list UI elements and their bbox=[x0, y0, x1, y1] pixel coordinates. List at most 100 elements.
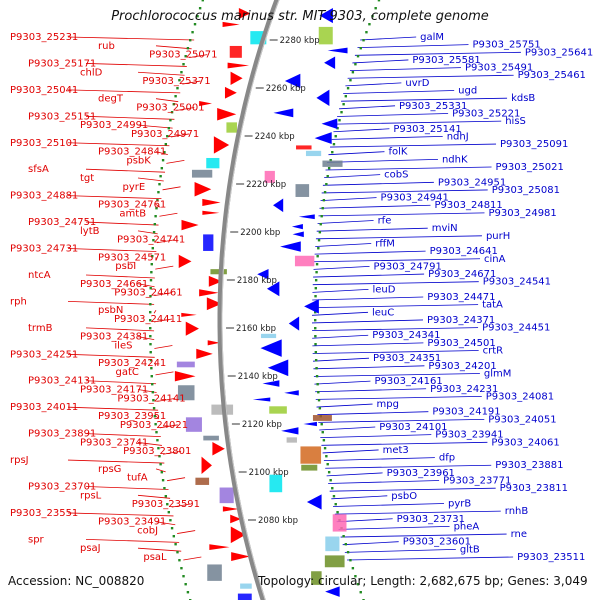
label-connector-line bbox=[85, 221, 159, 226]
gene-label: spr bbox=[28, 534, 45, 545]
gene-label: rne bbox=[511, 529, 527, 540]
label-connector-line bbox=[331, 136, 443, 140]
label-connector-line bbox=[155, 521, 176, 526]
gc-skew-dot bbox=[323, 191, 327, 194]
gc-skew-dot bbox=[315, 375, 319, 378]
gene-label: P9303_25041 bbox=[10, 85, 78, 96]
label-connector-line bbox=[183, 556, 202, 561]
reverse-strand-feature bbox=[260, 339, 282, 357]
gc-skew-dot bbox=[193, 23, 197, 26]
gene-label: P9303_25071 bbox=[149, 50, 217, 61]
forward-strand-feature bbox=[195, 477, 210, 485]
scale-tick-label: 2140 kbp bbox=[238, 372, 278, 382]
gc-skew-dot bbox=[342, 535, 345, 538]
gc-skew-dot bbox=[186, 591, 190, 594]
label-connector-line bbox=[156, 239, 176, 244]
label-connector-line bbox=[316, 227, 428, 232]
label-connector-line bbox=[154, 345, 173, 349]
gc-skew-dot bbox=[191, 31, 194, 34]
reverse-strand-feature bbox=[284, 73, 301, 89]
gc-skew-dot bbox=[159, 463, 162, 466]
label-connector-line bbox=[85, 380, 157, 385]
label-connector-line bbox=[155, 151, 168, 155]
gc-skew-dot bbox=[178, 79, 181, 82]
gc-skew-dot bbox=[150, 375, 153, 378]
gene-label: P9303_23491 bbox=[98, 517, 166, 528]
reverse-strand-feature bbox=[322, 160, 343, 167]
label-connector-line bbox=[162, 186, 181, 191]
gene-label: P9303_23771 bbox=[443, 476, 511, 487]
label-connector-line bbox=[347, 556, 514, 561]
label-connector-line bbox=[328, 151, 385, 156]
gene-label: P9303_24461 bbox=[114, 288, 182, 299]
reverse-strand-feature bbox=[292, 231, 304, 238]
gc-skew-dot bbox=[356, 583, 360, 586]
gene-label: P9303_25151 bbox=[28, 111, 96, 122]
gene-label: trmB bbox=[28, 323, 53, 334]
label-connector-line bbox=[318, 212, 485, 217]
label-connector-line bbox=[189, 54, 208, 59]
forward-strand-feature bbox=[229, 45, 242, 58]
label-connector-line bbox=[357, 44, 469, 49]
reverse-strand-feature bbox=[295, 184, 310, 197]
forward-strand-feature bbox=[202, 198, 221, 206]
label-connector-line bbox=[331, 495, 388, 500]
label-connector-line bbox=[311, 319, 424, 324]
gene-label: P9303_23701 bbox=[28, 481, 96, 492]
gene-label: ugd bbox=[458, 86, 477, 97]
reverse-strand-feature bbox=[319, 8, 333, 24]
label-connector-line bbox=[67, 406, 159, 411]
gc-skew-dot bbox=[172, 535, 176, 538]
gene-label: rpsG bbox=[98, 464, 121, 475]
label-connector-line bbox=[332, 503, 445, 507]
forward-strand-feature bbox=[176, 361, 195, 368]
label-connector-line bbox=[344, 548, 456, 553]
gc-skew-dot bbox=[186, 47, 190, 50]
reverse-strand-feature bbox=[262, 380, 280, 387]
gene-label: purH bbox=[486, 231, 510, 242]
gene-label: degT bbox=[98, 94, 124, 105]
scale-tick-label: 2240 kbp bbox=[255, 132, 295, 142]
forward-strand-feature bbox=[209, 544, 230, 550]
gc-skew-dot bbox=[150, 271, 153, 274]
gene-label: P9303_23741 bbox=[80, 437, 148, 448]
scale-tick-label: 2080 kbp bbox=[258, 516, 298, 526]
gene-label: P9303_24991 bbox=[80, 120, 148, 131]
label-connector-line bbox=[137, 283, 155, 288]
gene-label: galM bbox=[420, 32, 444, 43]
label-connector-line bbox=[314, 258, 481, 263]
forward-strand-feature bbox=[194, 182, 212, 197]
label-connector-line bbox=[137, 177, 164, 182]
gc-skew-dot bbox=[316, 383, 319, 386]
reverse-strand-feature bbox=[260, 333, 277, 339]
gene-label: P9303_23941 bbox=[435, 430, 503, 441]
gc-skew-dot bbox=[356, 55, 360, 58]
reverse-strand-feature bbox=[288, 316, 300, 331]
label-connector-line bbox=[321, 441, 488, 446]
label-connector-line bbox=[85, 168, 166, 173]
gc-skew-dot bbox=[342, 103, 345, 106]
scale-tick-label: 2200 kbp bbox=[240, 228, 280, 238]
gc-skew-dot bbox=[170, 111, 174, 114]
gene-label: P9303_25021 bbox=[496, 162, 564, 173]
gc-skew-dot bbox=[166, 135, 169, 138]
gc-skew-dot bbox=[327, 167, 331, 170]
gc-skew-dot bbox=[149, 343, 152, 346]
label-connector-line bbox=[324, 174, 381, 179]
gene-label: P9303_25091 bbox=[500, 139, 568, 150]
gc-skew-dot bbox=[149, 287, 152, 290]
gc-skew-dot bbox=[318, 231, 322, 234]
gene-label: tufA bbox=[127, 473, 148, 484]
label-connector-line bbox=[312, 342, 424, 347]
forward-strand-feature bbox=[203, 234, 214, 251]
gc-skew-dot bbox=[189, 39, 192, 42]
forward-strand-feature bbox=[238, 8, 251, 19]
label-connector-line bbox=[85, 63, 187, 67]
gene-label: P9303_24951 bbox=[438, 177, 506, 188]
label-connector-line bbox=[67, 89, 181, 94]
gc-skew-dot bbox=[344, 543, 348, 546]
gene-label: P9303_24941 bbox=[381, 193, 449, 204]
label-connector-line bbox=[137, 124, 173, 129]
gene-label: P9303_25371 bbox=[142, 76, 210, 87]
label-connector-line bbox=[137, 547, 182, 552]
